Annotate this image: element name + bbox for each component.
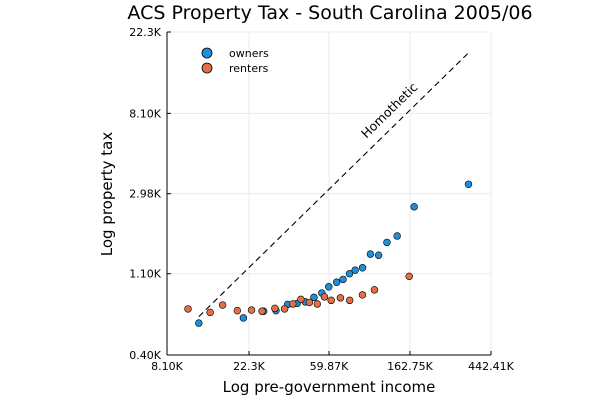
axis-ticks: 8.10K 22.3K 59.87K 162.75K 442.41K 0.40K 1.10K…: [129, 26, 514, 373]
x-tick-label: 59.87K: [310, 360, 349, 373]
legend: owners renters: [201, 47, 269, 75]
legend-owners-marker: [201, 47, 213, 59]
renters-point: [305, 298, 314, 307]
owners-point: [366, 250, 375, 258]
owners-point: [345, 270, 354, 278]
renters-point: [313, 300, 321, 308]
grid-lines: [166, 31, 492, 356]
owners-point: [358, 264, 367, 272]
renters-point: [218, 301, 227, 309]
homothetic-line: [198, 52, 469, 318]
owners-point: [383, 238, 391, 247]
y-tick-label: 22.3K: [129, 26, 161, 39]
renters-point: [289, 300, 297, 308]
renters-point: [320, 293, 329, 301]
renters-point: [346, 296, 354, 305]
series-renters: [184, 272, 413, 317]
y-tick-label: 2.98K: [129, 188, 161, 201]
renters-point: [280, 305, 289, 313]
owners-point: [195, 319, 203, 327]
x-tick-label: 442.41K: [468, 360, 514, 373]
legend-renters-marker: [201, 62, 213, 74]
series-owners: [195, 180, 473, 327]
legend-owners-label: owners: [229, 47, 269, 60]
owners-point: [351, 266, 359, 274]
homothetic-annotation: Homothetic: [358, 79, 421, 141]
owners-point: [325, 283, 333, 291]
renters-point: [358, 291, 367, 299]
owners-point: [339, 275, 347, 284]
owners-point: [374, 251, 383, 259]
chart-title: ACS Property Tax - South Carolina 2005/0…: [127, 2, 532, 24]
renters-point: [336, 294, 345, 302]
reference-line-group: Homothetic: [198, 52, 469, 318]
renters-point: [327, 296, 335, 305]
owners-point: [310, 293, 318, 302]
owners-point: [332, 278, 341, 286]
renters-point: [370, 286, 379, 294]
renters-point: [405, 272, 413, 281]
data-points: [184, 180, 473, 327]
renters-point: [247, 306, 256, 314]
renters-point: [271, 304, 279, 313]
owners-point: [464, 180, 473, 188]
renters-point: [297, 295, 305, 304]
renters-point: [206, 308, 214, 317]
y-tick-label: 1.10K: [129, 268, 161, 281]
y-axis-label: Log property tax: [98, 132, 116, 257]
renters-point: [184, 305, 192, 313]
owners-point: [410, 203, 418, 211]
renters-point: [233, 306, 242, 315]
owners-point: [239, 314, 248, 322]
x-axis-label: Log pre-government income: [223, 378, 436, 396]
legend-renters-label: renters: [229, 62, 269, 75]
y-tick-label: 8.10K: [129, 107, 161, 120]
x-tick-label: 8.10K: [151, 360, 183, 373]
x-tick-label: 162.75K: [387, 360, 433, 373]
y-tick-label: 0.40K: [129, 349, 161, 362]
renters-point: [258, 307, 266, 315]
owners-point: [393, 232, 401, 240]
x-tick-label: 22.3K: [233, 360, 265, 373]
